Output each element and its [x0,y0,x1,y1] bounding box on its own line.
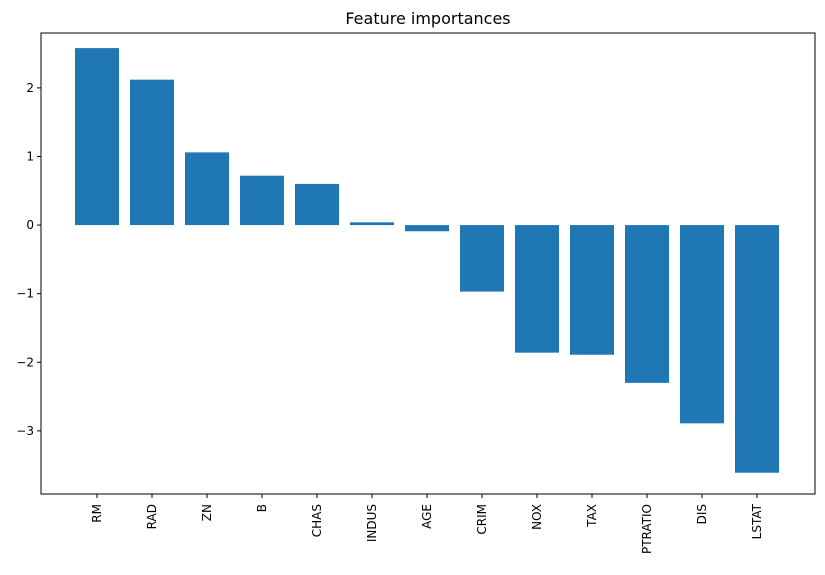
x-tick-label: PTRATIO [640,504,654,554]
bar-zn [185,152,229,226]
x-tick-label: B [255,504,269,512]
x-tick-label: NOX [530,504,544,530]
x-tick-label: CRIM [475,504,489,535]
y-tick-label: 1 [26,149,34,163]
bar-ptratio [625,225,669,383]
bar-chas [295,183,339,226]
bar-crim [460,225,504,292]
y-axis: 2 1 0 −1 −2 −3 [16,81,41,438]
y-tick-label: −2 [16,355,34,369]
y-tick-label: −3 [16,424,34,438]
bar-dis [680,225,724,424]
x-tick-label: RM [90,504,104,523]
bars-group [75,48,779,473]
bar-rad [130,79,174,226]
x-tick-label: ZN [200,504,214,521]
y-tick-label: −1 [16,287,34,301]
bar-age [405,225,449,232]
x-tick-label: RAD [145,504,159,529]
x-tick-label: TAX [585,504,599,528]
x-tick-label: LSTAT [750,503,764,539]
y-tick-label: 0 [26,218,34,232]
bar-tax [570,225,614,355]
y-tick-label: 2 [26,81,34,95]
bar-lstat [735,225,779,473]
bar-rm [75,48,119,226]
bar-b [240,175,284,226]
x-axis: RM RAD ZN B CHAS INDUS AGE CRIM NOX TAX PTRATIO DIS… [90,494,764,554]
plot-frame [40,32,816,495]
x-tick-label: AGE [420,504,434,529]
x-tick-label: CHAS [310,504,324,537]
chart-title: Feature importances [345,9,510,28]
bar-indus [350,222,394,226]
bar-nox [515,225,559,353]
x-tick-label: DIS [695,504,709,524]
x-tick-label: INDUS [365,504,379,542]
